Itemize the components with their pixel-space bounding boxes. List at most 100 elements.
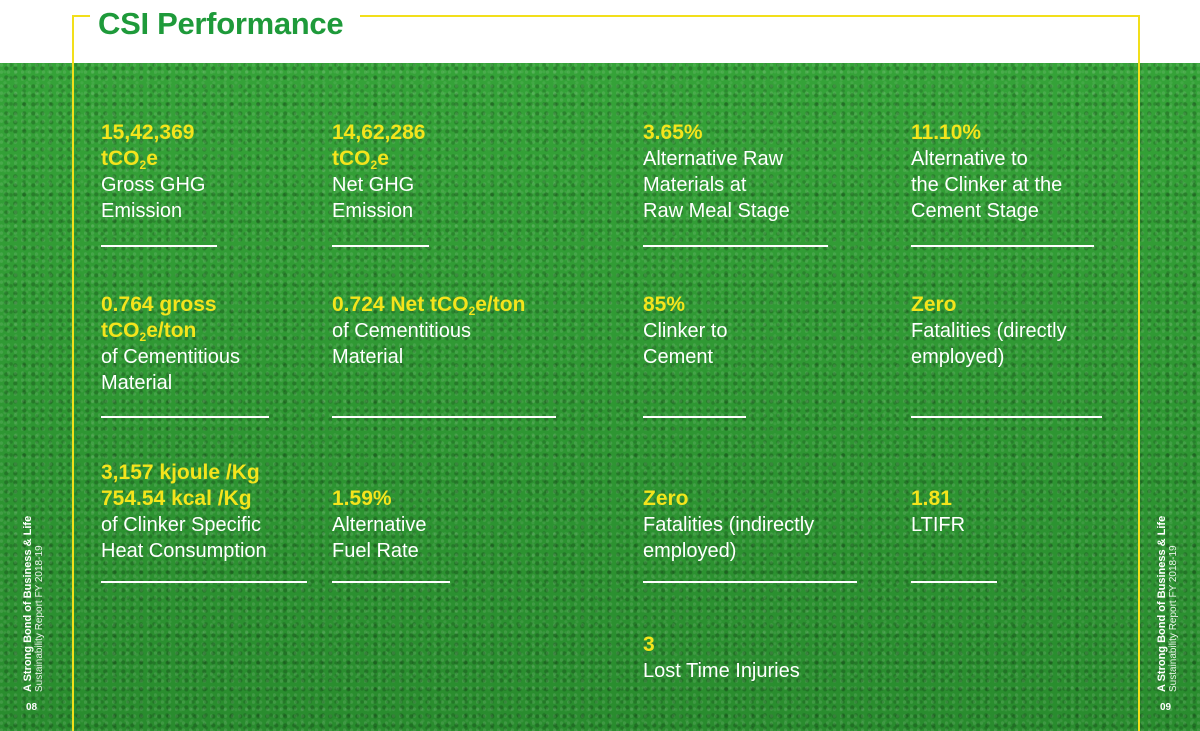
metric-value: 14,62,286 tCO2e [332, 120, 429, 172]
divider [101, 581, 307, 583]
metric-value: 11.10% [911, 120, 1094, 146]
metric-description-line: Material [332, 346, 404, 368]
metric-value: 0.724 Net tCO2e/ton [332, 292, 556, 318]
metric-value-line: 85% [643, 293, 686, 316]
divider [911, 245, 1094, 247]
metric-description-line: Heat Consumption [101, 540, 267, 562]
frame-left-tick [72, 15, 90, 17]
metric-ltifr: 1.81 LTIFR [911, 486, 997, 583]
metric-description-line: Emission [332, 200, 414, 222]
metric-value-line: 1.81 [911, 487, 952, 510]
metric-gross-intensity: 0.764 gross tCO2e/ton of Cementitious Mate… [101, 292, 269, 418]
divider [643, 416, 746, 418]
metric-description-line: Cement Stage [911, 200, 1039, 222]
divider [911, 581, 997, 583]
divider [332, 581, 450, 583]
frame-right-line [1138, 15, 1140, 731]
metric-description: of Cementitious Material [101, 344, 269, 396]
metric-description-line: Gross GHG [101, 174, 206, 196]
metric-value: 85% [643, 292, 746, 318]
metric-description: Alternative Raw Materials at Raw Meal Stag… [643, 146, 828, 224]
frame-top-line [360, 15, 1140, 17]
metric-description-line: Fatalities (indirectly [643, 514, 815, 536]
metric-value-line: 754.54 kcal /Kg [101, 487, 252, 510]
metric-description: of Cementitious Material [332, 318, 556, 370]
metric-lti: 3 Lost Time Injuries [643, 632, 800, 684]
page-title: CSI Performance [98, 6, 344, 41]
metric-description: of Clinker Specific Heat Consumption [101, 512, 307, 564]
metric-value: 3,157 kjoule /Kg 754.54 kcal /Kg [101, 460, 307, 512]
metric-description: Fatalities (directly employed) [911, 318, 1102, 370]
metric-description-line: Lost Time Injuries [643, 660, 800, 682]
metric-value-line: 11.10% [911, 121, 982, 144]
report-subtitle: Sustainability Report FY 2018-19 [1168, 545, 1179, 692]
metric-description: Lost Time Injuries [643, 658, 800, 684]
metric-description: Alternative Fuel Rate [332, 512, 450, 564]
metric-alt-clinker: 11.10% Alternative to the Clinker at the C… [911, 120, 1094, 247]
metric-description-line: of Clinker Specific [101, 514, 262, 536]
metric-value-line: 14,62,286 [332, 121, 426, 144]
metric-description-line: Clinker to [643, 320, 728, 342]
metric-description-line: Fatalities (directly [911, 320, 1067, 342]
metric-value: 1.81 [911, 486, 997, 512]
metric-heat-consumption: 3,157 kjoule /Kg 754.54 kcal /Kg of Clink… [101, 460, 307, 583]
divider [911, 416, 1102, 418]
metric-value-line: 1.59% [332, 487, 392, 510]
metric-value-line: Zero [643, 487, 689, 510]
title-band [0, 0, 1200, 63]
metric-value-line: Zero [911, 293, 957, 316]
metric-clinker-cement: 85% Clinker to Cement [643, 292, 746, 418]
metric-alt-fuel: 1.59% Alternative Fuel Rate [332, 486, 450, 583]
metric-value-line: 15,42,369 [101, 121, 195, 144]
metric-description-line: employed) [643, 540, 737, 562]
metric-description: Clinker to Cement [643, 318, 746, 370]
metric-alt-raw: 3.65% Alternative Raw Materials at Raw Mea… [643, 120, 828, 247]
divider [643, 245, 828, 247]
metric-description: Gross GHG Emission [101, 172, 217, 224]
metric-value: Zero [911, 292, 1102, 318]
metric-value: 3 [643, 632, 800, 658]
metric-gross-ghg: 15,42,369 tCO2e Gross GHG Emission [101, 120, 217, 247]
left-footer-tagline: A Strong Bond of Business & Life Sustain… [22, 516, 46, 692]
metric-description-line: Cement [643, 346, 714, 368]
metric-description-line: of Cementitious [101, 346, 240, 368]
metric-value-line: 3 [643, 633, 655, 656]
metric-net-intensity: 0.724 Net tCO2e/ton of Cementitious Mater… [332, 292, 556, 418]
right-footer-tagline: A Strong Bond of Business & Life Sustain… [1156, 516, 1180, 692]
metric-description: LTIFR [911, 512, 997, 538]
metric-description-line: of Cementitious [332, 320, 471, 342]
metric-value-line: tCO2e/ton [101, 319, 197, 344]
divider [101, 416, 269, 418]
frame-left-line [72, 15, 74, 731]
metric-value: Zero [643, 486, 857, 512]
metric-value: 15,42,369 tCO2e [101, 120, 217, 172]
metric-description-line: Raw Meal Stage [643, 200, 790, 222]
report-tagline: A Strong Bond of Business & Life [1156, 515, 1168, 692]
divider [101, 245, 217, 247]
divider [332, 416, 556, 418]
metric-description-line: Material [101, 372, 173, 394]
metric-value: 3.65% [643, 120, 828, 146]
metric-description-line: Alternative Raw [643, 148, 784, 170]
metric-value-line: 0.724 Net tCO2e/ton [332, 293, 526, 318]
divider [643, 581, 857, 583]
metric-net-ghg: 14,62,286 tCO2e Net GHG Emission [332, 120, 429, 247]
metric-description-line: Emission [101, 200, 183, 222]
metric-fatalities-indirect: Zero Fatalities (indirectly employed) [643, 486, 857, 583]
textured-background [0, 63, 1200, 731]
metric-description: Alternative to the Clinker at the Cement S… [911, 146, 1094, 224]
metric-value-line: 3,157 kjoule /Kg [101, 461, 260, 484]
divider [332, 245, 429, 247]
page-number-right: 09 [1160, 702, 1172, 713]
metric-description-line: LTIFR [911, 514, 966, 536]
metric-value-line: tCO2e [101, 147, 158, 172]
metric-value-line: 3.65% [643, 121, 703, 144]
metric-fatalities-direct: Zero Fatalities (directly employed) [911, 292, 1102, 418]
metric-description-line: Net GHG [332, 174, 415, 196]
page-number-left: 08 [26, 702, 38, 713]
metric-value-line: 0.764 gross [101, 293, 217, 316]
metric-description-line: employed) [911, 346, 1005, 368]
report-subtitle: Sustainability Report FY 2018-19 [34, 545, 45, 692]
metric-description-line: Alternative to [911, 148, 1028, 170]
metric-value: 1.59% [332, 486, 450, 512]
